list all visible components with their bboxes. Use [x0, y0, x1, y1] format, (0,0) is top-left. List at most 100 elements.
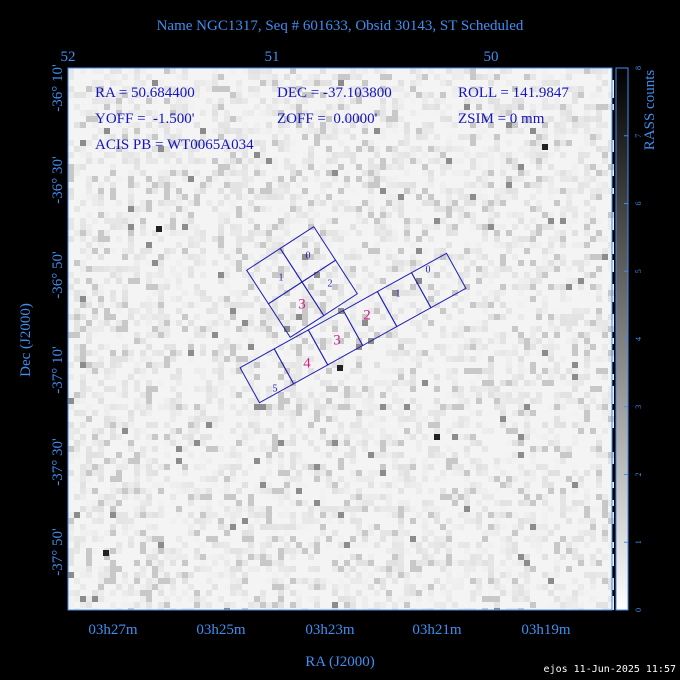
image-pixel: [434, 374, 440, 380]
image-pixel: [158, 212, 164, 218]
image-pixel: [404, 602, 410, 608]
image-pixel: [308, 434, 314, 440]
image-pixel: [350, 452, 356, 458]
image-pixel: [488, 596, 494, 602]
image-pixel: [326, 164, 332, 170]
image-pixel: [404, 140, 410, 146]
image-pixel: [368, 272, 374, 278]
image-pixel: [512, 548, 518, 554]
image-pixel: [116, 104, 122, 110]
image-pixel: [242, 596, 248, 602]
image-pixel: [518, 440, 524, 446]
image-pixel: [380, 380, 386, 386]
image-pixel: [428, 170, 434, 176]
image-pixel: [146, 356, 152, 362]
image-pixel: [236, 158, 242, 164]
image-pixel: [452, 584, 458, 590]
image-pixel: [590, 428, 596, 434]
image-pixel: [74, 338, 80, 344]
image-pixel: [422, 458, 428, 464]
image-pixel: [146, 512, 152, 518]
image-pixel: [152, 554, 158, 560]
image-pixel: [590, 446, 596, 452]
image-pixel: [608, 422, 614, 428]
image-pixel: [206, 518, 212, 524]
image-pixel: [452, 170, 458, 176]
image-pixel: [80, 362, 86, 368]
image-pixel: [464, 248, 470, 254]
image-pixel: [164, 500, 170, 506]
image-pixel: [494, 566, 500, 572]
image-pixel: [188, 422, 194, 428]
image-pixel: [110, 602, 116, 608]
image-pixel: [356, 296, 362, 302]
image-pixel: [254, 512, 260, 518]
image-pixel: [80, 146, 86, 152]
image-pixel: [110, 164, 116, 170]
image-pixel: [134, 332, 140, 338]
image-pixel: [296, 296, 302, 302]
image-pixel: [584, 134, 590, 140]
image-pixel: [440, 182, 446, 188]
image-pixel: [236, 464, 242, 470]
image-pixel: [464, 176, 470, 182]
image-pixel: [500, 506, 506, 512]
image-pixel: [362, 254, 368, 260]
image-pixel: [110, 134, 116, 140]
image-pixel: [242, 320, 248, 326]
image-pixel: [596, 272, 602, 278]
image-pixel: [482, 380, 488, 386]
image-pixel: [440, 338, 446, 344]
image-pixel: [440, 344, 446, 350]
image-pixel: [584, 374, 590, 380]
image-pixel: [608, 248, 614, 254]
image-pixel: [236, 422, 242, 428]
image-pixel: [566, 278, 572, 284]
image-pixel: [440, 170, 446, 176]
image-pixel: [440, 146, 446, 152]
image-pixel: [332, 128, 338, 134]
image-pixel: [140, 548, 146, 554]
image-pixel: [584, 410, 590, 416]
image-pixel: [272, 494, 278, 500]
image-pixel: [290, 386, 296, 392]
image-pixel: [542, 422, 548, 428]
image-pixel: [398, 182, 404, 188]
image-pixel: [512, 380, 518, 386]
image-pixel: [344, 374, 350, 380]
image-pixel: [122, 572, 128, 578]
image-pixel: [374, 536, 380, 542]
image-pixel: [398, 542, 404, 548]
image-pixel: [578, 560, 584, 566]
image-pixel: [518, 98, 524, 104]
image-pixel: [536, 146, 542, 152]
image-pixel: [158, 182, 164, 188]
image-pixel: [566, 272, 572, 278]
image-pixel: [320, 68, 326, 74]
image-pixel: [608, 350, 614, 356]
image-pixel: [572, 158, 578, 164]
image-pixel: [566, 248, 572, 254]
image-pixel: [164, 602, 170, 608]
image-pixel: [146, 290, 152, 296]
image-pixel: [122, 224, 128, 230]
image-pixel: [530, 266, 536, 272]
image-pixel: [206, 398, 212, 404]
image-pixel: [380, 530, 386, 536]
image-pixel: [506, 188, 512, 194]
image-pixel: [320, 452, 326, 458]
image-pixel: [428, 566, 434, 572]
image-pixel: [284, 416, 290, 422]
image-pixel: [170, 428, 176, 434]
image-pixel: [488, 122, 494, 128]
image-pixel: [338, 596, 344, 602]
image-pixel: [470, 488, 476, 494]
image-pixel: [404, 218, 410, 224]
image-pixel: [536, 446, 542, 452]
image-pixel: [578, 266, 584, 272]
image-pixel: [398, 278, 404, 284]
image-pixel: [80, 68, 86, 74]
image-pixel: [80, 542, 86, 548]
image-pixel: [482, 506, 488, 512]
image-pixel: [290, 284, 296, 290]
